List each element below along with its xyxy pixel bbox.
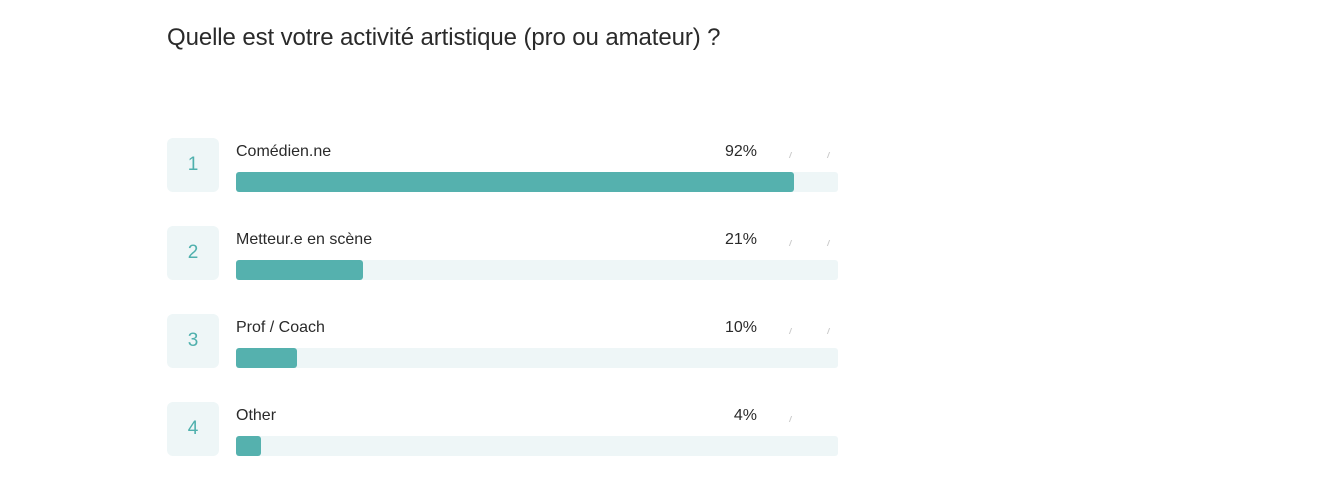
tick-mark xyxy=(826,152,831,158)
rank-number: 1 xyxy=(187,154,199,175)
tick-mark xyxy=(788,240,793,246)
result-row: 2 Metteur.e en scène 21% xyxy=(167,226,847,314)
bar-fill xyxy=(236,436,261,456)
category-label: Metteur.e en scène xyxy=(236,231,373,248)
result-row: 1 Comédien.ne 92% xyxy=(167,138,847,226)
tick-mark xyxy=(788,416,793,422)
bar-fill xyxy=(236,172,794,192)
tick-mark xyxy=(788,328,793,334)
bar-track xyxy=(236,172,838,192)
results-chart: 1 Comédien.ne 92% 2 Metteur.e en scène 21% 3 Pr… xyxy=(167,138,847,490)
rank-number: 4 xyxy=(187,418,199,439)
category-label: Other xyxy=(236,407,277,424)
tick-mark xyxy=(788,152,793,158)
tick-mark xyxy=(826,240,831,246)
rank-badge: 3 xyxy=(167,314,219,368)
value-label: 92% xyxy=(724,143,757,160)
rank-number: 3 xyxy=(187,330,199,351)
result-row: 3 Prof / Coach 10% xyxy=(167,314,847,402)
category-label: Comédien.ne xyxy=(236,143,332,160)
category-label: Prof / Coach xyxy=(236,319,325,336)
value-label: 10% xyxy=(724,319,757,336)
result-row: 4 Other 4% xyxy=(167,402,847,490)
bar-track xyxy=(236,260,838,280)
value-label: 4% xyxy=(733,407,757,424)
value-label: 21% xyxy=(724,231,757,248)
bar-track xyxy=(236,348,838,368)
bar-fill xyxy=(236,348,297,368)
question-title: Quelle est votre activité artistique (pr… xyxy=(167,24,721,51)
tick-mark xyxy=(826,328,831,334)
rank-badge: 2 xyxy=(167,226,219,280)
rank-badge: 4 xyxy=(167,402,219,456)
bar-fill xyxy=(236,260,363,280)
bar-track xyxy=(236,436,838,456)
rank-badge: 1 xyxy=(167,138,219,192)
rank-number: 2 xyxy=(187,242,199,263)
